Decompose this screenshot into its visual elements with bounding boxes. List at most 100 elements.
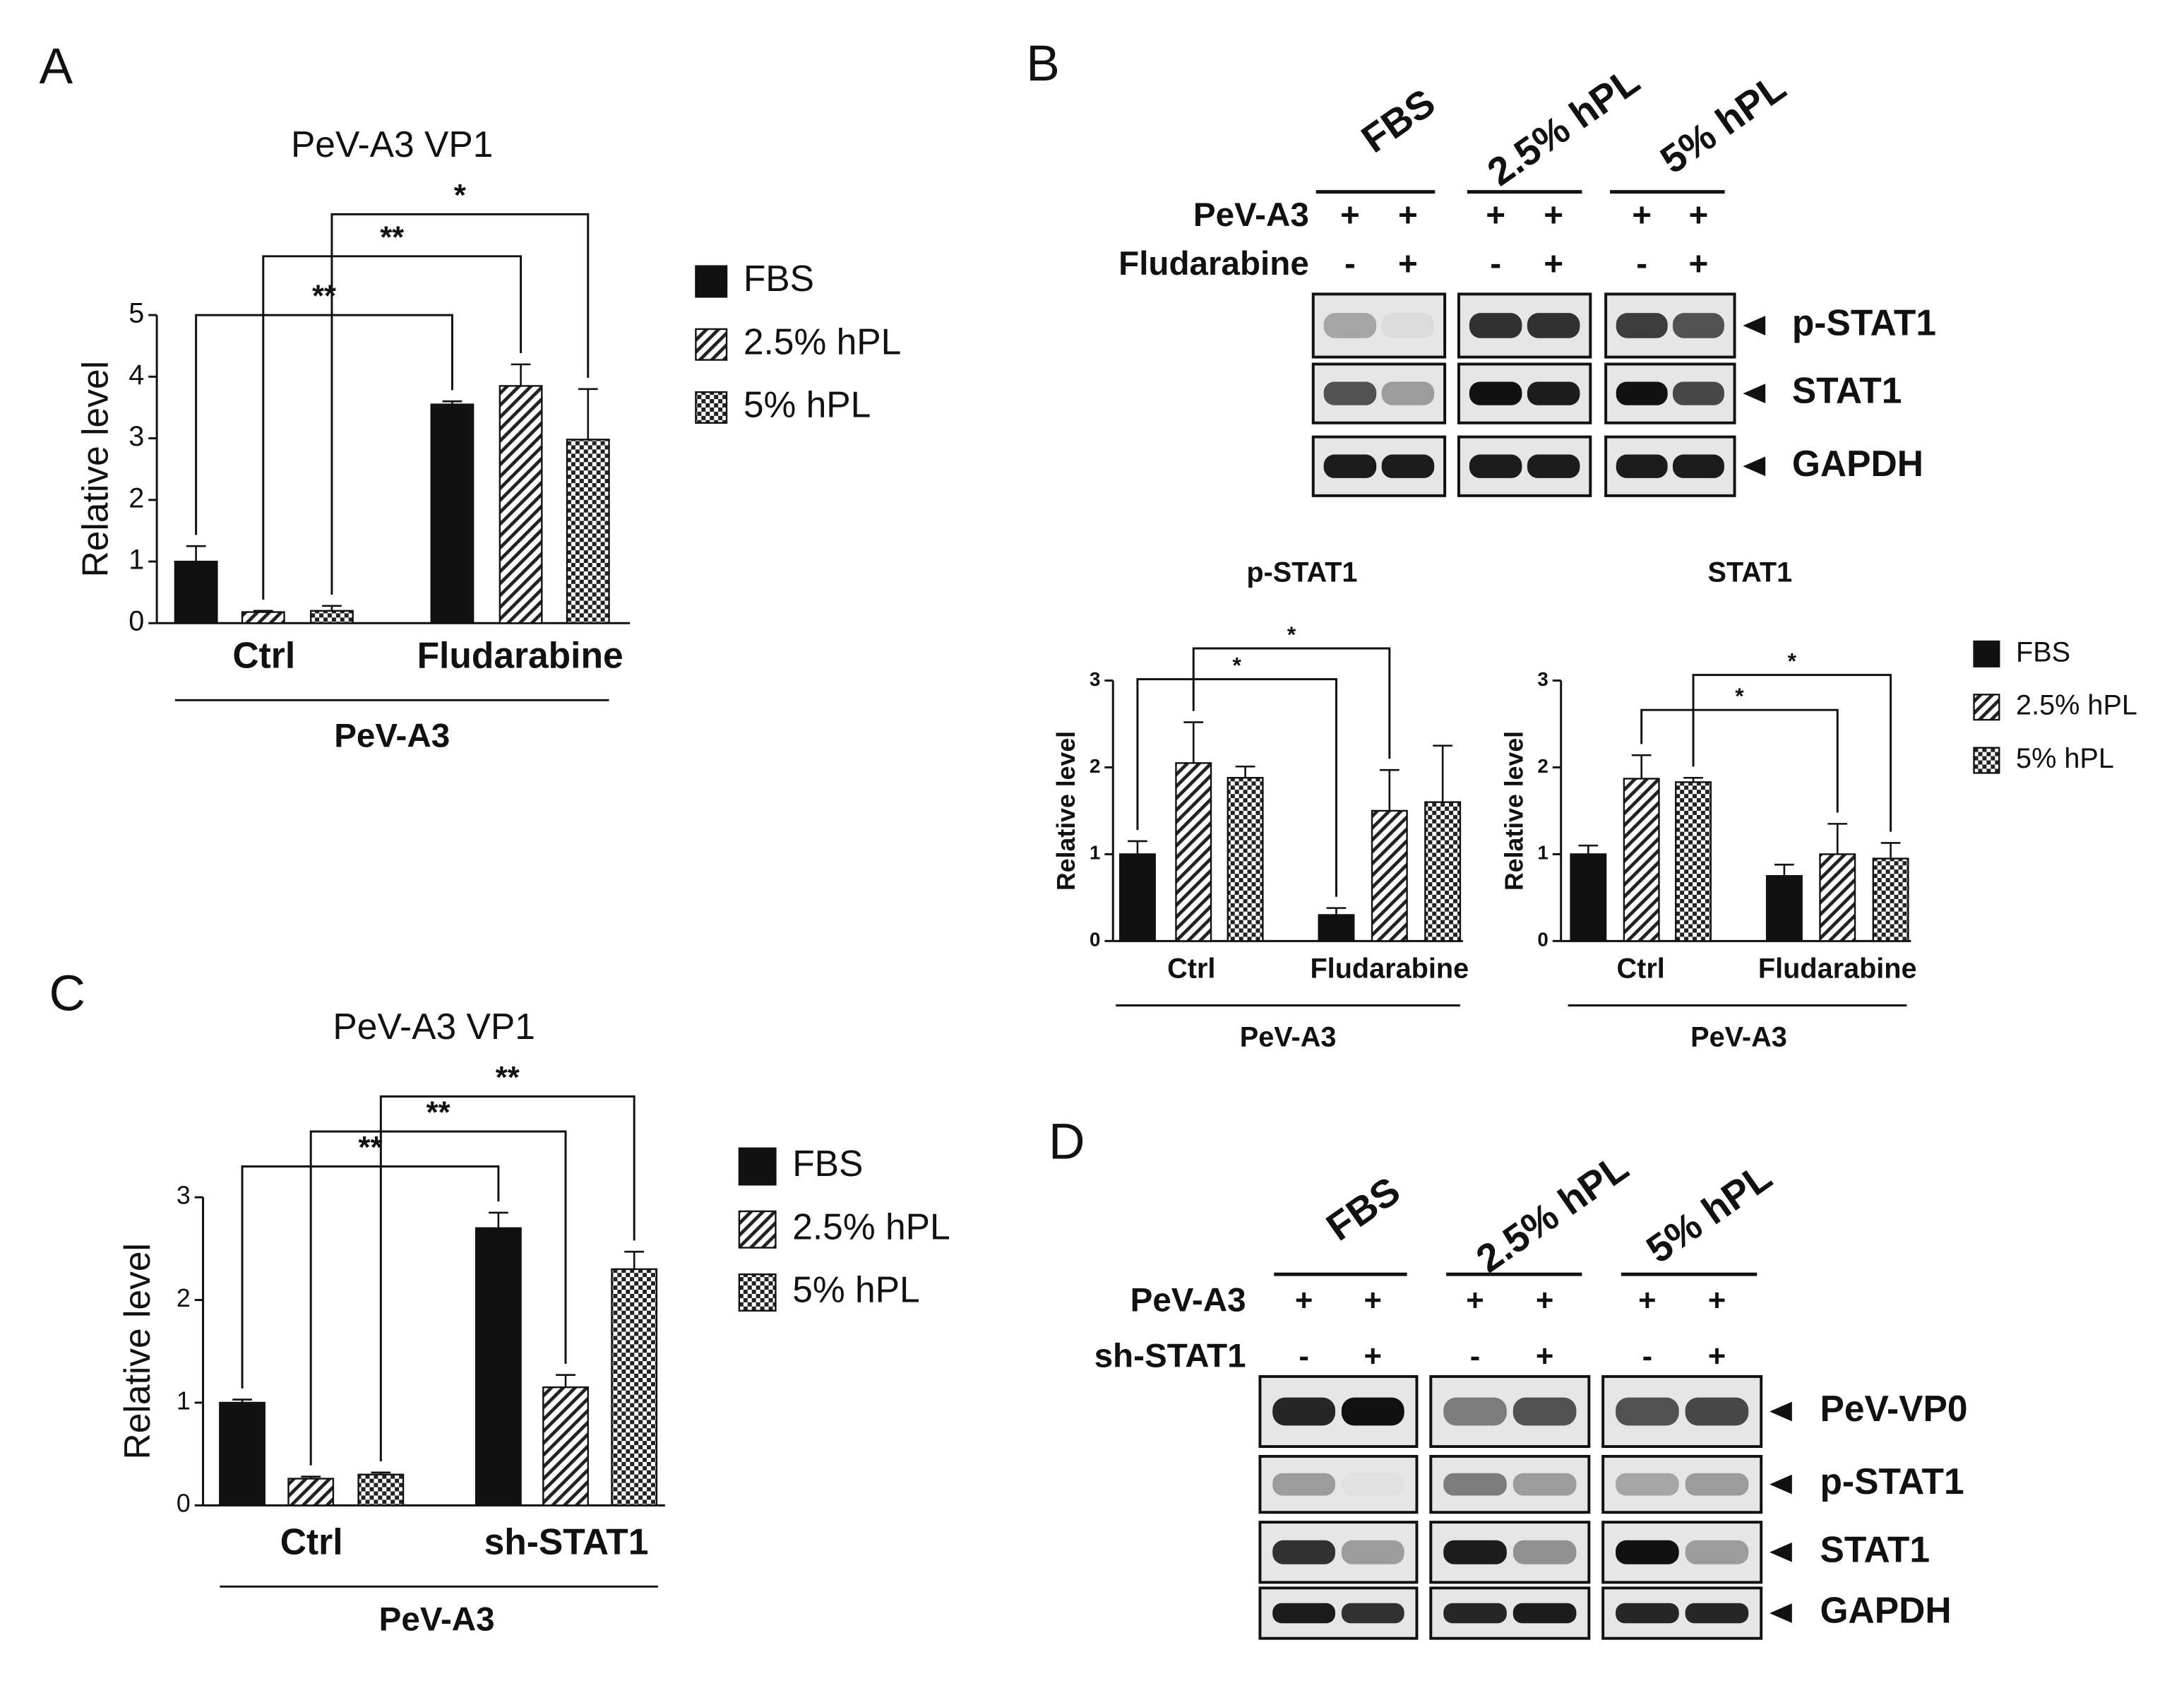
error-bar [1128,840,1147,855]
condition-mark: + [1689,196,1709,234]
condition-mark: + [1536,1283,1553,1317]
legend-label: 5% hPL [744,384,871,425]
legend-swatch [1973,694,2000,721]
blot-band [1616,454,1668,478]
significance-bracket [262,255,523,600]
bar [542,1386,589,1507]
bar [1819,853,1856,942]
condition-mark: - [1642,1340,1653,1374]
legend-label: FBS [744,258,814,299]
blot-band [1341,1603,1404,1624]
condition-mark: + [1536,1340,1553,1374]
bar [1623,778,1660,942]
bar [499,385,543,624]
condition-mark: + [1689,245,1709,283]
error-bar [624,1250,645,1269]
condition-mark: - [1636,245,1647,283]
lane-group-label: 2.5% hPL [1479,59,1647,194]
condition-label: Fludarabine [1118,245,1309,283]
blot-band [1672,454,1724,478]
condition-mark: - [1344,245,1356,283]
legend-label: FBS [792,1143,863,1184]
blot-arrow [1743,316,1766,335]
condition-mark: + [1544,196,1563,234]
error-bar [1379,768,1400,811]
blot-band [1469,313,1522,338]
protein-label: STAT1 [1792,370,1902,411]
condition-mark: + [1466,1283,1484,1317]
blot-band [1527,313,1580,338]
blot-arrow [1770,1401,1792,1422]
significance-label: ** [496,1061,520,1095]
condition-mark: + [1398,196,1418,234]
condition-mark: + [1632,196,1652,234]
x-tick-label: Ctrl [232,634,295,675]
significance-bracket [1640,708,1839,813]
panel-label: B [1026,35,1060,92]
blot-band [1469,381,1522,405]
x-tick-label: Ctrl [1167,953,1215,984]
error-bar [556,1374,575,1388]
blot-panel [1258,1454,1419,1514]
condition-mark: + [1295,1283,1313,1317]
blot-band [1443,1397,1507,1426]
significance-bracket [195,314,453,535]
error-bar [1433,744,1453,802]
blot-band [1616,381,1668,405]
legend-swatch [1973,747,2000,774]
condition-mark: + [1398,245,1418,283]
group-label: PeV-A3 [334,717,450,754]
blot-band [1272,1540,1336,1564]
y-axis-label: Relative level [117,1243,157,1459]
legend-swatch [738,1210,777,1249]
error-bar [371,1471,391,1475]
condition-label: PeV-A3 [1130,1281,1246,1319]
bar [1675,781,1712,942]
blot-band [1323,313,1377,338]
protein-label: PeV-VP0 [1820,1388,1967,1429]
condition-mark: + [1638,1283,1656,1317]
legend-swatch [695,265,728,298]
error-bar [322,605,342,611]
condition-mark: - [1490,245,1501,283]
blot-band [1381,313,1435,338]
significance-bracket [241,1165,500,1389]
lane-group-label: 2.5% hPL [1468,1145,1636,1281]
x-tick-label: Ctrl [1617,953,1665,984]
blot-band [1685,1397,1749,1426]
blot-band [1616,1603,1679,1624]
protein-label: GAPDH [1792,443,1923,484]
legend-label: 2.5% hPL [792,1206,950,1247]
bar [287,1478,335,1507]
bar [1765,874,1803,942]
bar [475,1227,522,1507]
blot-band [1342,1473,1404,1496]
y-axis-label: Relative level [74,361,115,577]
bar [611,1268,658,1507]
error-bar [1880,842,1901,859]
error-bar [1631,754,1652,779]
significance-bracket [1692,674,1892,832]
blot-arrow [1770,1474,1792,1495]
lane-group-label: FBS [1354,81,1443,161]
significance-bracket [1136,678,1337,897]
y-tick-label: 1 [1537,842,1548,864]
error-bar [511,363,531,386]
blot-band [1341,1540,1404,1564]
condition-mark: + [1364,1340,1382,1374]
blot-band [1381,381,1435,405]
blot-arrow [1770,1542,1792,1562]
legend-label: 5% hPL [2016,743,2114,774]
blot-band [1616,1397,1679,1426]
y-tick-label: 0 [129,606,144,637]
lane-group-label: 5% hPL [1652,65,1794,182]
significance-label: * [1735,683,1744,708]
bar [219,1401,265,1507]
blot-band [1443,1540,1507,1564]
condition-mark: + [1544,245,1563,283]
bar [1424,801,1462,942]
x-tick-label: Fludarabine [417,634,623,675]
blot-band [1469,454,1522,478]
y-tick-label: 5 [129,298,144,329]
error-bar [1235,765,1255,778]
